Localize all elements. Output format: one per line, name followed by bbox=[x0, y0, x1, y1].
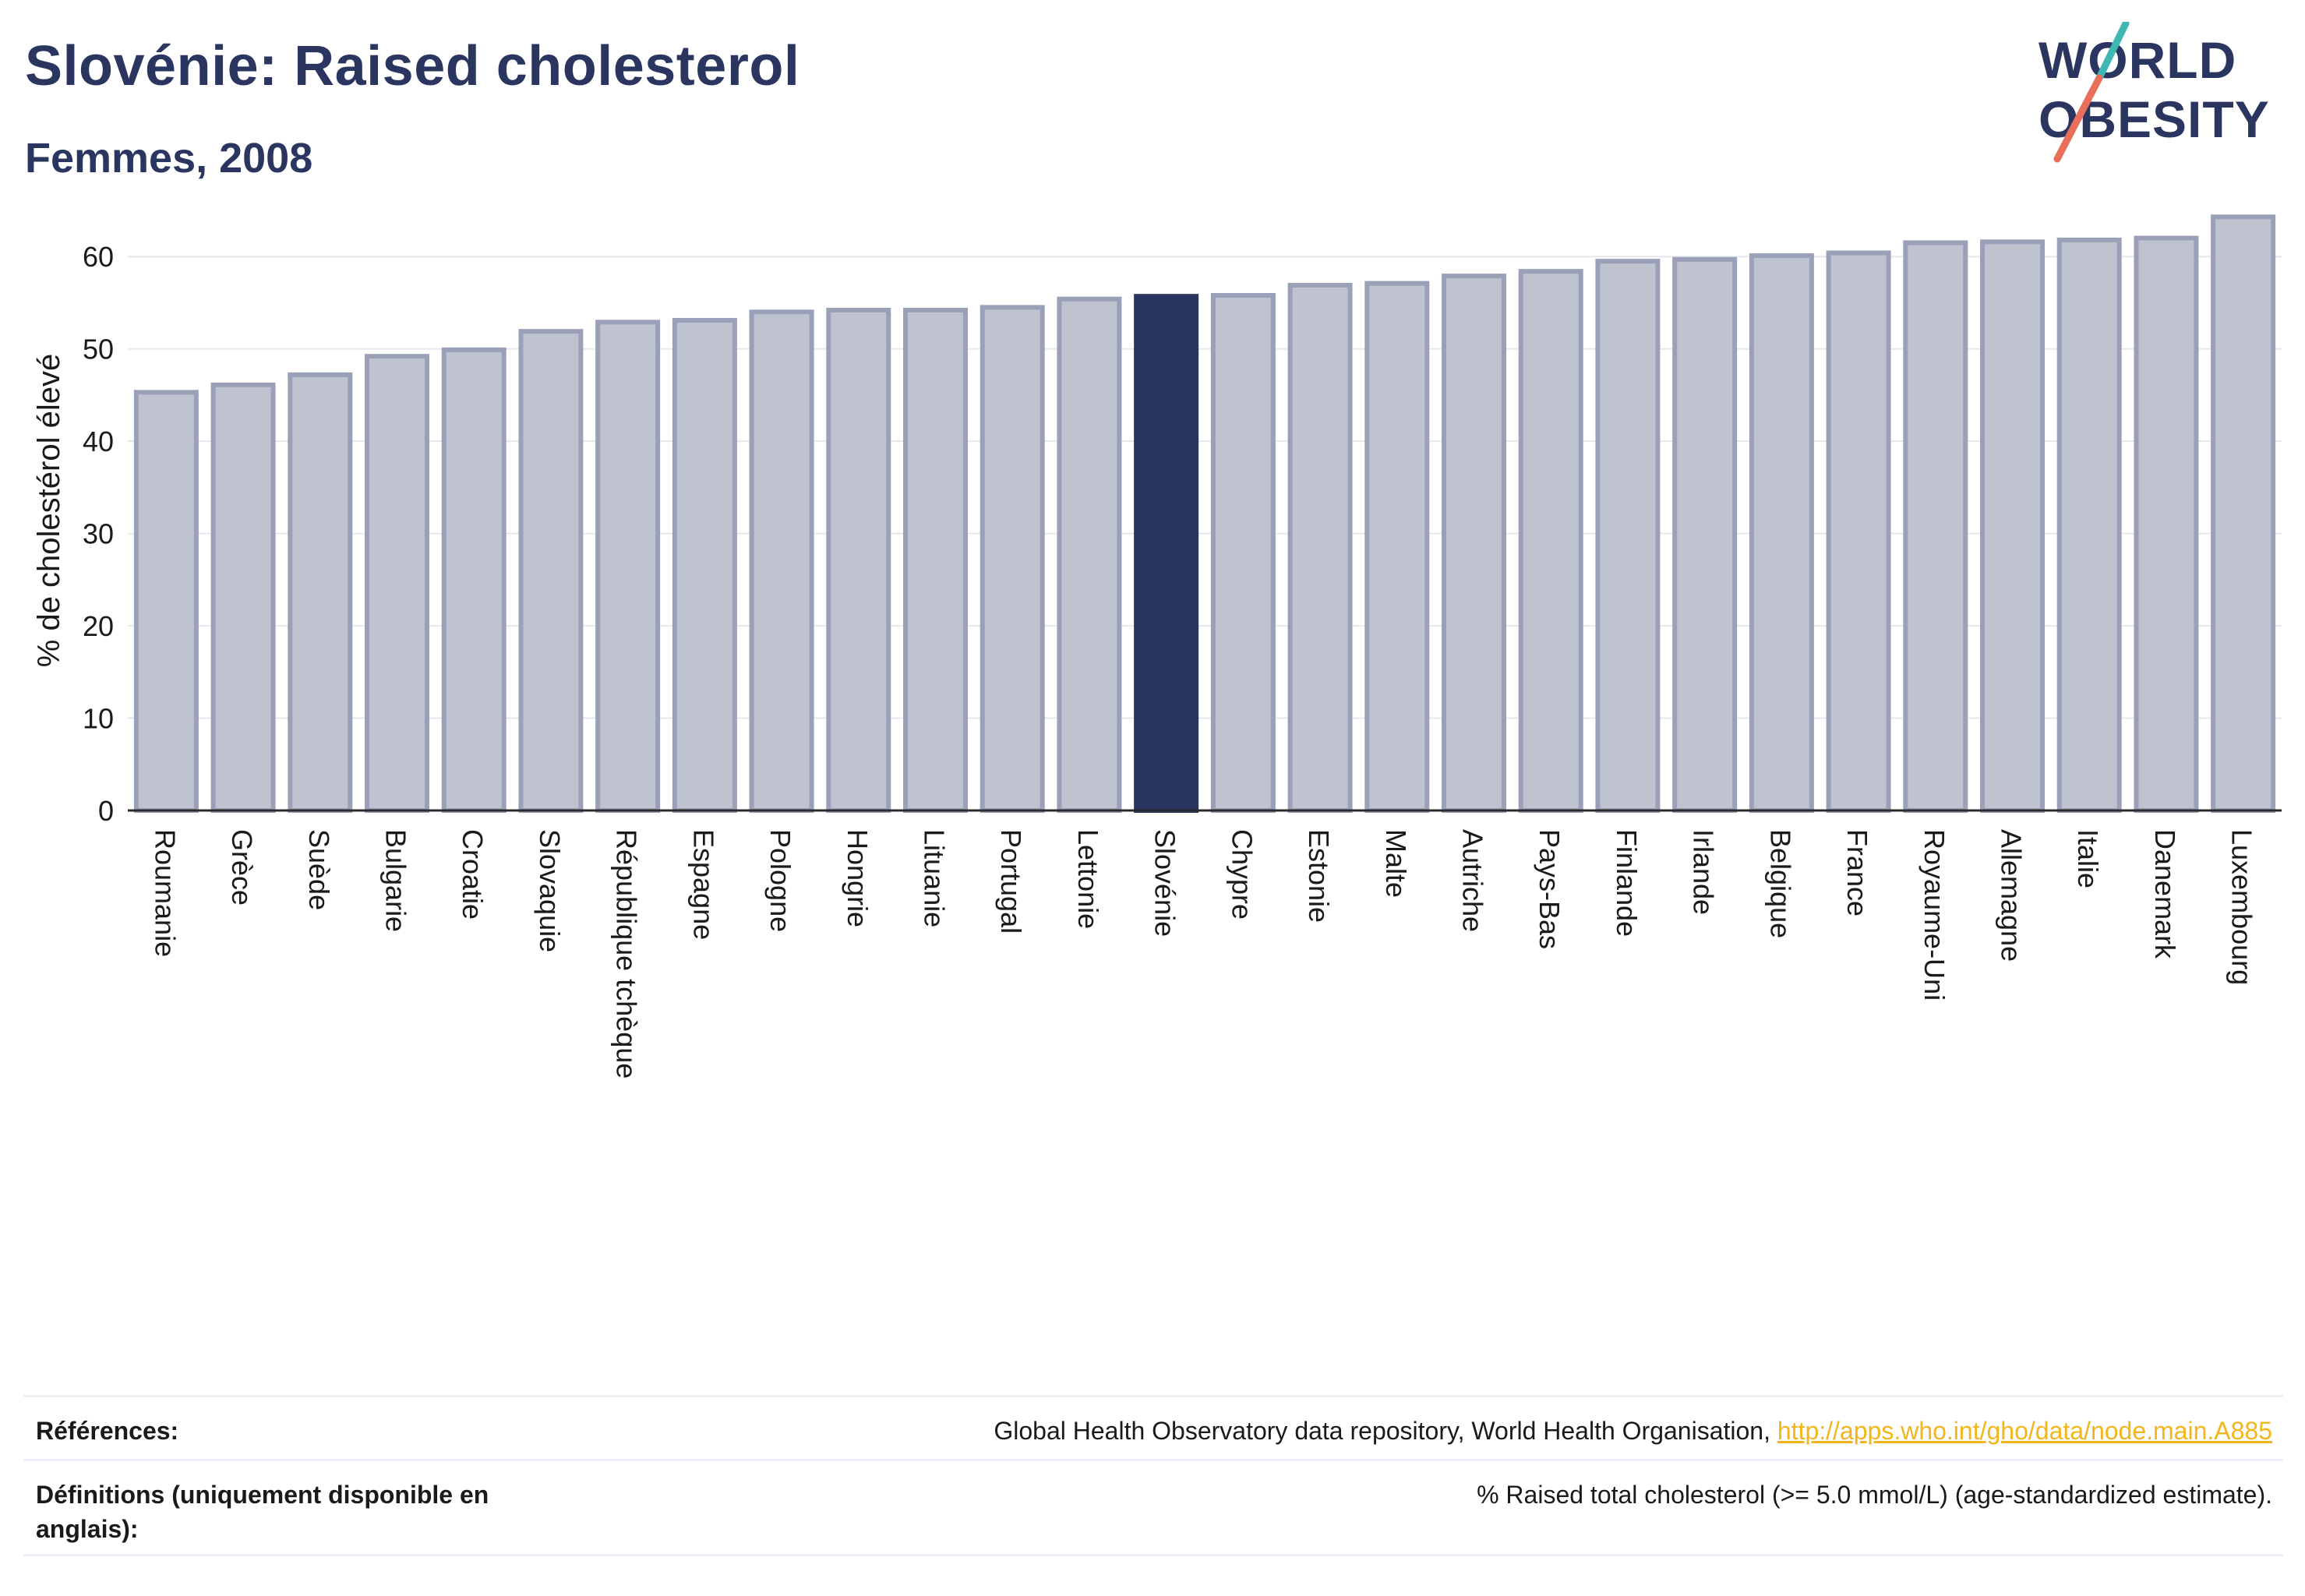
x-tick-label: Suède bbox=[303, 829, 335, 910]
y-tick-label: 50 bbox=[83, 334, 114, 365]
x-tick-label: Estonie bbox=[1303, 829, 1335, 923]
bar-royaume-uni bbox=[1903, 240, 1968, 813]
x-tick-label: Irlande bbox=[1688, 829, 1720, 915]
y-tick-label: 10 bbox=[83, 703, 114, 735]
bar-allemagne bbox=[1980, 239, 2045, 813]
bar-bulgarie bbox=[365, 354, 429, 813]
y-tick-label: 0 bbox=[98, 795, 114, 827]
x-tick-label: Grèce bbox=[226, 829, 258, 906]
logo-line-1: WORLD bbox=[2038, 31, 2236, 89]
bar-portugal bbox=[980, 305, 1045, 813]
logo-slash-coral bbox=[2053, 74, 2103, 163]
bar-pays-bas bbox=[1518, 269, 1583, 813]
bar-roumanie bbox=[133, 390, 199, 814]
footer-definitions-row: Définitions (uniquement disponible en an… bbox=[23, 1478, 2283, 1555]
world-obesity-logo: WORLD OBESITY bbox=[2038, 22, 2269, 163]
x-tick-label: Chypre bbox=[1226, 829, 1258, 920]
logo-slash-teal bbox=[2095, 22, 2130, 82]
x-tick-label: Malte bbox=[1380, 829, 1412, 898]
y-tick-label: 20 bbox=[83, 610, 114, 642]
x-tick-label: Autriche bbox=[1457, 829, 1489, 932]
x-tick-label: Portugal bbox=[995, 829, 1027, 934]
x-tick-label: Lettonie bbox=[1072, 829, 1104, 929]
y-axis-label: % de cholestérol élevé bbox=[32, 354, 66, 667]
x-tick-label: Danemark bbox=[2149, 829, 2181, 959]
x-tick-label: Roumanie bbox=[149, 829, 181, 957]
x-tick-label: Pologne bbox=[764, 829, 796, 932]
bar-suède bbox=[288, 372, 353, 814]
bar-finlande bbox=[1595, 259, 1661, 813]
x-tick-label: Croatie bbox=[457, 829, 489, 920]
bar-belgique bbox=[1749, 253, 1814, 813]
references-text: Global Health Observatory data repositor… bbox=[994, 1417, 1777, 1445]
x-tick-label: Lituanie bbox=[919, 829, 951, 927]
x-tick-label: Bulgarie bbox=[380, 829, 412, 932]
bar-danemark bbox=[2134, 235, 2199, 813]
bar-irlande bbox=[1672, 256, 1738, 813]
bar-malte bbox=[1364, 281, 1430, 814]
bar-croatie bbox=[441, 347, 507, 813]
x-tick-label: Slovaquie bbox=[534, 829, 566, 952]
definitions-value: % Raised total cholesterol (>= 5.0 mmol/… bbox=[1477, 1481, 2272, 1509]
x-tick-label: Slovénie bbox=[1149, 829, 1181, 937]
x-tick-label: Italie bbox=[2072, 829, 2104, 888]
y-tick-label: 40 bbox=[83, 425, 114, 457]
bar-italie bbox=[2056, 237, 2122, 813]
bar-autriche bbox=[1442, 274, 1506, 814]
bar-grèce bbox=[210, 382, 276, 813]
footer-references-row: Références: Global Health Observatory da… bbox=[23, 1412, 2283, 1459]
bar-slovaquie bbox=[518, 329, 584, 813]
x-tick-label: République tchèque bbox=[611, 829, 643, 1079]
bar-estonie bbox=[1287, 282, 1353, 813]
y-tick-label: 60 bbox=[83, 241, 114, 273]
bar-république-tchèque bbox=[595, 320, 661, 814]
chart-subtitle: Femmes, 2008 bbox=[25, 135, 313, 182]
bar-chart: 0 10 20 30 40 50 60 % de cholestérol élevé Rouma… bbox=[32, 214, 2282, 1079]
bar-pologne bbox=[749, 309, 814, 813]
bar-luxembourg bbox=[2211, 214, 2276, 813]
references-link[interactable]: http://apps.who.int/gho/data/node.main.A… bbox=[1777, 1417, 2272, 1445]
bar-hongrie bbox=[826, 307, 891, 813]
x-tick-label: Allemagne bbox=[1996, 829, 2028, 962]
chart-title: Slovénie: Raised cholesterol bbox=[25, 35, 800, 97]
bar-lituanie bbox=[903, 307, 968, 813]
x-tick-label: Belgique bbox=[1764, 829, 1796, 938]
x-tick-label: France bbox=[1841, 829, 1873, 916]
footer-bottom-divider bbox=[23, 1554, 2283, 1556]
footer-top-divider bbox=[23, 1395, 2283, 1397]
bar-slovénie bbox=[1134, 294, 1199, 813]
x-tick-label: Hongrie bbox=[842, 829, 874, 927]
definitions-label: Définitions (uniquement disponible en an… bbox=[36, 1481, 489, 1543]
x-tick-label: Finlande bbox=[1611, 829, 1643, 937]
x-tick-label: Luxembourg bbox=[2226, 829, 2258, 985]
y-tick-label: 30 bbox=[83, 518, 114, 550]
references-value: Global Health Observatory data repositor… bbox=[994, 1414, 2272, 1448]
bar-france bbox=[1826, 250, 1891, 813]
x-tick-label: Royaume-Uni bbox=[1918, 829, 1950, 1001]
x-tick-label: Espagne bbox=[687, 829, 719, 940]
references-label: Références: bbox=[36, 1417, 179, 1445]
bar-espagne bbox=[672, 317, 737, 813]
bar-lettonie bbox=[1057, 296, 1122, 813]
footer-middle-divider bbox=[23, 1459, 2283, 1461]
bar-chypre bbox=[1210, 292, 1276, 813]
x-tick-label: Pays-Bas bbox=[1534, 829, 1565, 949]
